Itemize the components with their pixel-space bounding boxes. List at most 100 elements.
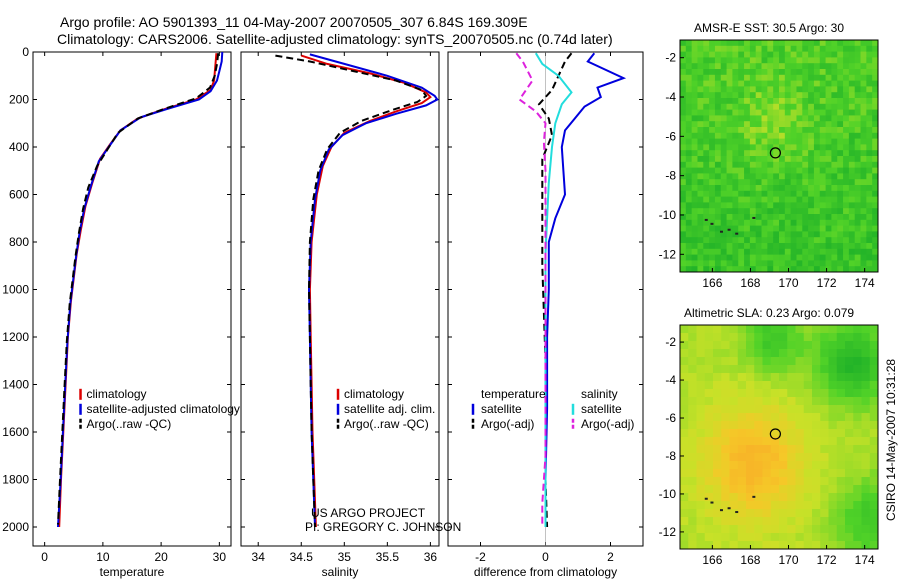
y-tick-label: 1800 [2,473,29,487]
figure-title-line2: Climatology: CARS2006. Satellite-adjuste… [57,31,613,47]
x-tick-label: 20 [154,550,168,564]
x-tick-label: -2 [475,550,486,564]
legend-label: satellite [581,402,622,416]
legend-label: Argo(-adj) [481,417,534,431]
island-mark [727,228,731,231]
x-tick-label: 35.5 [376,550,400,564]
map-y-tick-label: -10 [659,208,677,222]
figure-title-line1: Argo profile: AO 5901393_11 04-May-2007 … [60,14,528,30]
island-mark [719,230,723,233]
map-y-tick-label: -2 [665,335,676,349]
map-y-tick-label: -8 [665,449,676,463]
legend-group-title: salinity [581,387,618,401]
legend-label: Argo(-adj) [581,417,634,431]
series-line [544,52,627,527]
legend-group-title: temperature [481,387,546,401]
series-line [515,52,547,527]
x-axis-label: difference from climatology [474,565,617,579]
y-tick-label: 1200 [2,330,29,344]
x-axis-label: salinity [322,565,359,579]
x-tick-label: 35 [338,550,352,564]
plot-frame [32,51,232,547]
map-y-tick-label: -4 [665,373,676,387]
y-tick-label: 400 [9,140,29,154]
argo-location-marker [769,428,781,440]
island-mark [704,218,708,221]
map-y-tick-label: -8 [665,169,676,183]
map-x-tick-label: 166 [702,553,722,567]
map-x-tick-label: 174 [855,276,875,290]
map-frame [679,39,879,273]
map-x-tick-label: 170 [779,276,799,290]
map-x-tick-label: 172 [817,276,837,290]
side-timestamp: CSIRO 14-May-2007 10:31:28 [884,359,898,521]
sla-map: 166 168 170 172 174 -2 -4 -6 -8 -10 -12 [659,324,879,567]
legend-label: Argo(..raw -QC) [87,417,172,431]
map-y-tick-label: -2 [665,51,676,65]
island-mark [735,511,739,514]
map-x-tick-label: 174 [855,553,875,567]
map-x-tick-label: 168 [740,276,760,290]
x-tick-label: 0 [542,550,549,564]
series-line [57,52,224,528]
map-x-tick-label: 170 [779,553,799,567]
legend-label: satellite [481,402,522,416]
series-line [275,54,428,528]
series-line [58,53,218,528]
legend-label: satellite-adjusted climatology [87,402,240,416]
legend-label: climatology [87,387,147,401]
island-mark [727,507,731,510]
legend-label: Argo(..raw -QC) [344,417,429,431]
y-tick-label: 1000 [2,283,29,297]
island-mark [752,495,756,498]
temperature-panel: 0 10 20 30 0 200 400 600 800 1000 1200 1400 1600 1800… [2,45,240,579]
map-y-tick-label: -4 [665,90,676,104]
y-tick-label: 1400 [2,378,29,392]
x-tick-label: 34 [252,550,266,564]
sst-map: 166 168 170 172 174 -2 -4 -6 -8 -10 -12 [659,39,879,290]
sst-map-title: AMSR-E SST: 30.5 Argo: 30 [694,21,844,35]
island-mark [752,216,756,219]
y-tick-label: 600 [9,188,29,202]
map-x-tick-label: 168 [740,553,760,567]
x-tick-label: 30 [213,550,227,564]
series-line [307,53,439,528]
map-x-tick-label: 172 [817,553,837,567]
island-mark [704,497,708,500]
x-tick-label: 0 [41,550,48,564]
y-tick-label: 1600 [2,425,29,439]
y-tick-label: 200 [9,93,29,107]
island-mark [710,501,714,504]
y-tick-label: 800 [9,235,29,249]
map-y-tick-label: -10 [659,487,677,501]
map-y-tick-label: -12 [659,247,677,261]
x-axis-label: temperature [100,565,165,579]
island-mark [710,222,714,225]
y-tick-label: 2000 [2,520,29,534]
island-mark [735,232,739,235]
island-mark [719,509,723,512]
sla-map-title: Altimetric SLA: 0.23 Argo: 0.079 [684,306,854,320]
salinity-panel: 34 34.5 35 35.5 36 salinity climatologysatelli… [240,51,440,579]
series-line [534,52,573,527]
project-note-line1: US ARGO PROJECT [311,506,426,520]
map-y-tick-label: -6 [665,411,676,425]
argo-location-marker [769,147,781,159]
series-line [300,54,432,528]
map-y-tick-label: -6 [665,129,676,143]
x-tick-label: 10 [96,550,110,564]
legend-label: satellite adj. clim. [344,402,435,416]
map-x-tick-label: 166 [702,276,722,290]
project-note-line2: PI: GREGORY C. JOHNSON [305,520,461,534]
y-tick-label: 0 [22,45,29,59]
plot-frame [240,51,440,547]
map-frame [679,324,879,550]
legend-label: climatology [344,387,404,401]
x-tick-label: 2 [607,550,614,564]
series-line [57,53,220,525]
x-tick-label: 34.5 [290,550,314,564]
map-y-tick-label: -12 [659,525,677,539]
x-tick-label: 36 [424,550,438,564]
